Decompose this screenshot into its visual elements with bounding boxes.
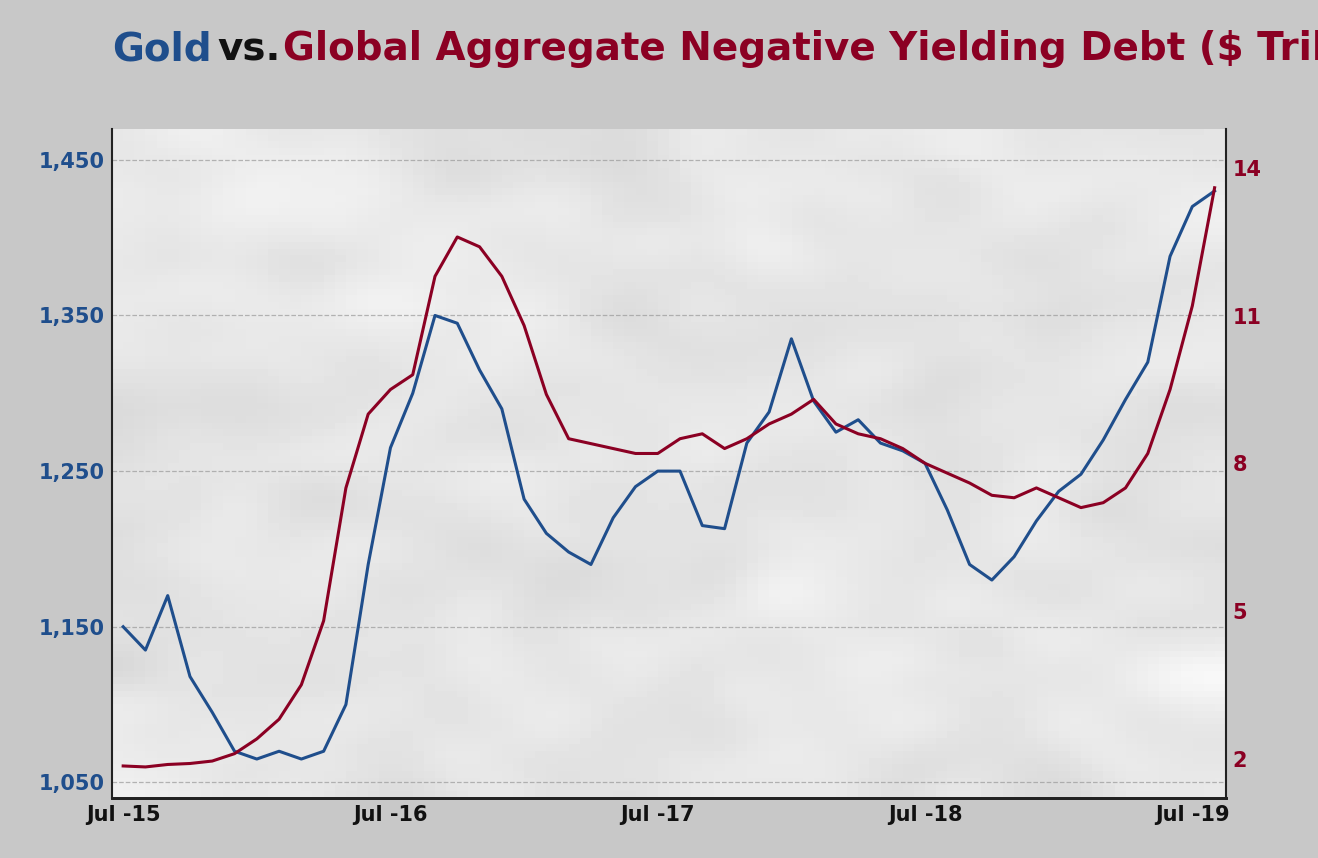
Text: vs.: vs. xyxy=(217,30,281,68)
Text: Global Aggregate Negative Yielding Debt ($ Trillions): Global Aggregate Negative Yielding Debt … xyxy=(283,30,1318,68)
Text: Gold: Gold xyxy=(112,30,212,68)
